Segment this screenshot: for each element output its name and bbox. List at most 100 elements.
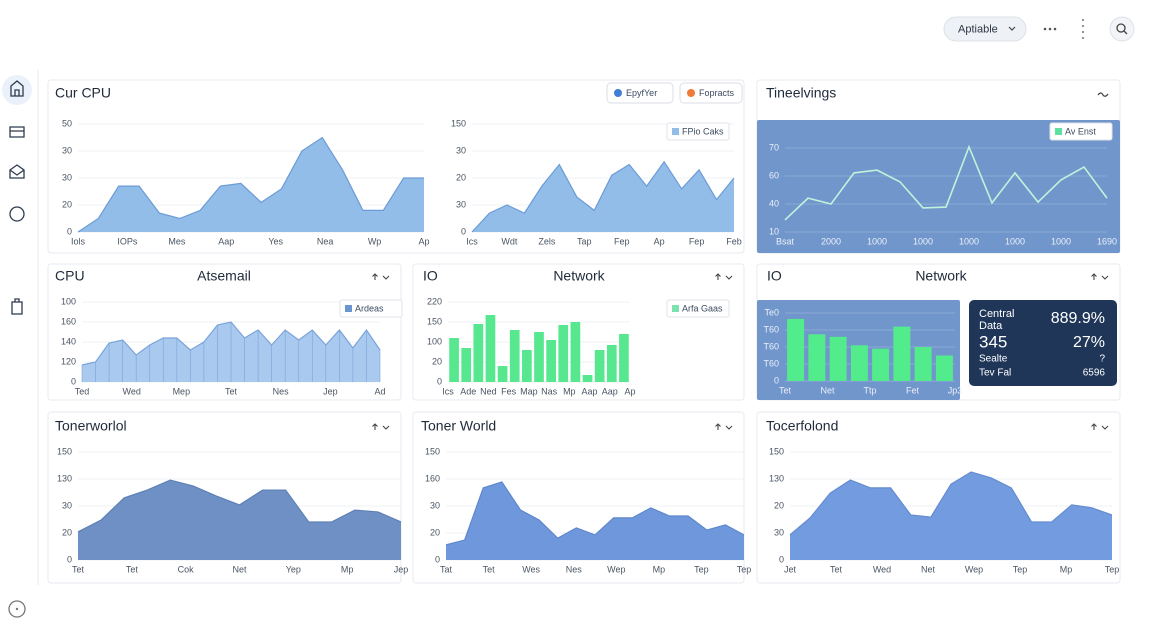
x-tick-label: Net — [820, 385, 835, 395]
x-tick-label: Feb — [726, 236, 742, 246]
chevron — [1008, 26, 1016, 31]
panel-subtitle: Network — [915, 268, 967, 284]
x-tick-label: Mp — [341, 564, 354, 574]
x-tick-label: Tet — [126, 564, 139, 574]
y-tick-label: 20 — [430, 527, 440, 537]
view-button[interactable] — [943, 16, 1027, 42]
area — [472, 161, 734, 232]
y-tick-label: T60 — [763, 324, 779, 334]
panel-title: Tineelvings — [766, 85, 836, 101]
x-tick-label: Fep — [689, 236, 705, 246]
line — [784, 144, 1108, 221]
x-tick-label: Wed — [122, 386, 140, 396]
nav-clipboard[interactable] — [11, 298, 23, 315]
x-tick-label: Mp — [563, 386, 576, 396]
y-tick-label: 150 — [427, 316, 442, 326]
bar — [829, 336, 847, 381]
legend-swatch — [1055, 128, 1062, 135]
x-tick-label: Wes — [522, 564, 540, 574]
x-tick-label: Jep — [394, 564, 409, 574]
x-tick-label: Ned — [480, 386, 497, 396]
x-tick-label: Wep — [607, 564, 625, 574]
nav-home[interactable] — [10, 80, 24, 97]
y-tick-label: 0 — [435, 554, 440, 564]
chart-bg — [757, 120, 1120, 253]
x-tick-label: 1000 — [913, 236, 933, 246]
filter-label[interactable]: Fopracts — [699, 88, 735, 98]
x-tick-label: 1000 — [959, 236, 979, 246]
card-label: Data — [979, 320, 1003, 332]
filter-button[interactable] — [606, 82, 674, 104]
area-line — [77, 479, 402, 533]
bar — [473, 324, 484, 382]
panel-menu[interactable] — [1091, 423, 1109, 430]
y-tick-label: 220 — [427, 296, 442, 306]
legend-box — [339, 299, 403, 318]
x-tick-label: Wep — [965, 564, 983, 574]
panel-title: Tonerworlol — [55, 418, 127, 434]
panels: Cur CPU EpyfYer Fopracts 0 20 30 30 50 Iols IOPs M… — [47, 79, 1121, 584]
y-tick-label: 40 — [769, 198, 779, 208]
x-tick-label: Ted — [75, 386, 90, 396]
panel-menu[interactable] — [715, 423, 733, 430]
legend-label: Arfa Gaas — [682, 303, 723, 313]
x-tick-label: Ttp — [863, 385, 876, 395]
panel-menu[interactable] — [1091, 273, 1109, 280]
search-icon — [1116, 23, 1126, 33]
bar — [558, 325, 569, 382]
view-button-label[interactable]: Aptiable — [958, 23, 998, 35]
x-tick-label: Tet — [830, 564, 843, 574]
card-row-value: 6596 — [1083, 368, 1106, 379]
nav-settings[interactable] — [8, 600, 26, 618]
panel-title: CPU — [55, 268, 85, 284]
x-tick-label: Tep — [1105, 564, 1120, 574]
y-tick-label: Te0 — [764, 307, 779, 317]
x-tick-label: Tet — [779, 385, 792, 395]
bar — [449, 338, 459, 382]
legend-label: FPio Caks — [682, 126, 724, 136]
nav-storage[interactable] — [9, 126, 25, 138]
y-tick-label: 30 — [430, 500, 440, 510]
bar — [522, 350, 532, 382]
y-tick-label: T60 — [763, 341, 779, 351]
legend-label: Ardeas — [355, 303, 384, 313]
x-tick-label: Map — [520, 386, 538, 396]
card-label: Central — [979, 308, 1014, 320]
x-tick-label: Tet — [72, 564, 85, 574]
menu-dots[interactable] — [1081, 18, 1085, 40]
nav-stats[interactable] — [9, 206, 25, 222]
x-tick-label: Aap — [218, 236, 234, 246]
x-tick-label: 1000 — [1051, 236, 1071, 246]
filter-label[interactable]: EpyfYer — [626, 88, 657, 98]
x-tick-label: Tet — [483, 564, 496, 574]
filter-button[interactable] — [679, 82, 743, 104]
y-tick-label: 150 — [57, 446, 72, 456]
nav-mail[interactable] — [9, 164, 25, 179]
x-tick-label: Ap — [624, 386, 635, 396]
x-tick-label: Fes — [501, 386, 517, 396]
bar — [787, 318, 805, 381]
x-tick-label: Fep — [614, 236, 630, 246]
panel-title: Cur CPU — [55, 85, 111, 101]
y-tick-label: 0 — [71, 376, 76, 386]
x-tick-label: Zels — [538, 236, 556, 246]
bar — [534, 332, 544, 382]
filter-dot — [687, 89, 695, 97]
more-button[interactable] — [1043, 27, 1057, 31]
x-tick-label: Wp — [368, 236, 382, 246]
search-button[interactable] — [1109, 16, 1135, 42]
x-tick-label: Ade — [460, 386, 476, 396]
panel-menu[interactable] — [715, 273, 733, 280]
y-tick-label: 120 — [61, 356, 76, 366]
card-row-value: ? — [1099, 354, 1105, 365]
x-tick-label: Tep — [694, 564, 709, 574]
y-tick-label: 100 — [61, 296, 76, 306]
x-tick-label: Nes — [566, 564, 583, 574]
panel-menu[interactable] — [1097, 92, 1109, 97]
area — [790, 471, 1112, 560]
y-tick-label: 70 — [769, 142, 779, 152]
panel-menu[interactable] — [372, 423, 390, 430]
x-tick-label: Mp — [653, 564, 666, 574]
panel-menu[interactable] — [372, 273, 390, 280]
bar — [570, 322, 581, 382]
